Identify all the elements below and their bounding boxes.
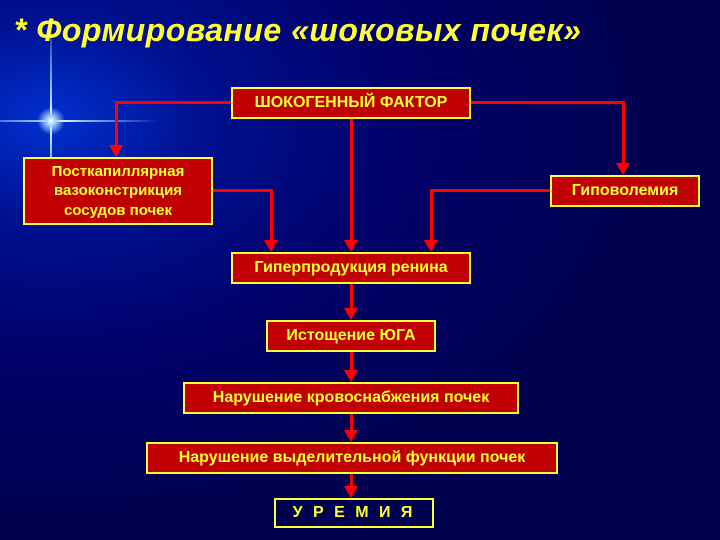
edge-sf-post-arrow bbox=[109, 145, 123, 157]
edge-post-renin-arrow bbox=[264, 240, 278, 252]
node-hypovolemia: Гиповолемия bbox=[550, 175, 700, 207]
node-excretory: Нарушение выделительной функции почек bbox=[146, 442, 558, 474]
node-shock-factor: ШОКОГЕННЫЙ ФАКТОР bbox=[231, 87, 471, 119]
node-uremia: У Р Е М И Я bbox=[274, 498, 434, 528]
edge-juga-blood-v bbox=[350, 352, 353, 370]
edge-sf-hypo-arrow bbox=[616, 163, 630, 175]
edge-exc-uremia-arrow bbox=[344, 486, 358, 498]
edge-post-renin-v bbox=[270, 189, 273, 240]
edge-blood-exc-v bbox=[350, 414, 353, 430]
lens-flare-glow bbox=[37, 107, 65, 135]
lens-flare-horizontal bbox=[0, 120, 160, 122]
edge-hypo-renin-v bbox=[430, 189, 433, 240]
edge-hypo-renin-h bbox=[430, 189, 550, 192]
node-blood-supply: Нарушение кровоснабжения почек bbox=[183, 382, 519, 414]
edge-juga-blood-arrow bbox=[344, 370, 358, 382]
edge-renin-juga-arrow bbox=[344, 308, 358, 320]
edge-sf-post-v bbox=[115, 101, 118, 145]
edge-sf-renin-v bbox=[350, 119, 353, 240]
slide-title: * Формирование «шоковых почек» bbox=[14, 12, 706, 49]
node-juga: Истощение ЮГА bbox=[266, 320, 436, 352]
edge-renin-juga-v bbox=[350, 284, 353, 308]
node-postcapillary: Посткапиллярная вазоконстрикция сосудов … bbox=[23, 157, 213, 225]
node-renin: Гиперпродукция ренина bbox=[231, 252, 471, 284]
edge-sf-hypo-v bbox=[622, 101, 625, 163]
edge-hypo-renin-arrow bbox=[424, 240, 438, 252]
edge-blood-exc-arrow bbox=[344, 430, 358, 442]
edge-sf-post-h bbox=[115, 101, 231, 104]
edge-sf-renin-arrow bbox=[344, 240, 358, 252]
edge-sf-hypo-h bbox=[471, 101, 625, 104]
edge-post-renin-h bbox=[213, 189, 273, 192]
